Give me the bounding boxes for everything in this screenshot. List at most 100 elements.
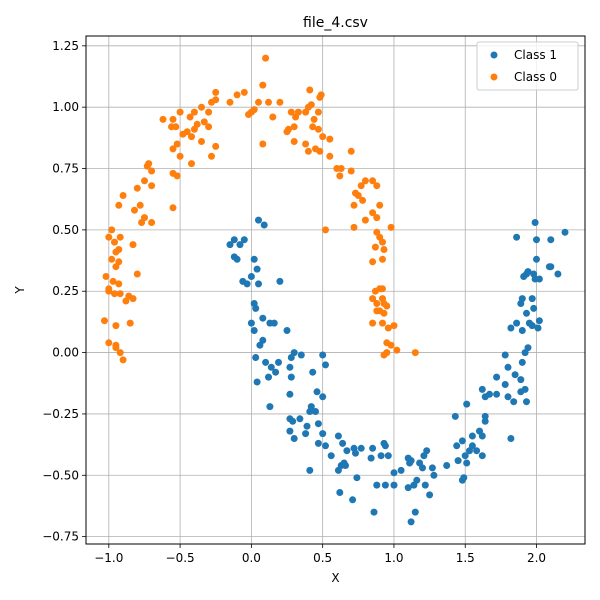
data-point (523, 398, 530, 406)
data-point (276, 98, 284, 106)
data-point (513, 319, 521, 327)
data-point (334, 432, 342, 440)
data-point (267, 363, 275, 371)
data-point (458, 437, 466, 445)
data-point (523, 309, 530, 317)
axis-ticks: −1.0 −0.5 0.0 0.5 1.0 1.5 2.0 −0.75 −0.50 −0.25 0.… (42, 39, 546, 565)
x-tick-label: 0.0 (242, 551, 261, 565)
y-tick-label: 0.25 (52, 284, 79, 298)
data-point (371, 243, 379, 251)
data-point (296, 415, 304, 423)
data-point (233, 91, 241, 99)
data-point (105, 287, 113, 295)
data-point (322, 226, 329, 234)
data-point (463, 400, 471, 408)
data-point (259, 314, 267, 322)
data-point (510, 398, 518, 406)
data-points (101, 54, 569, 526)
data-point (148, 219, 156, 226)
data-point (419, 464, 426, 472)
data-point (250, 327, 258, 334)
data-point (286, 390, 294, 398)
data-point (339, 439, 347, 447)
data-point (173, 172, 181, 180)
data-point (198, 138, 205, 145)
data-point (272, 368, 280, 376)
data-point (193, 120, 201, 128)
data-point (289, 417, 297, 425)
data-point (112, 322, 120, 330)
data-point (319, 430, 327, 438)
x-tick-label: −1.0 (94, 551, 123, 565)
data-point (266, 403, 274, 411)
data-point (148, 182, 156, 190)
data-point (314, 125, 322, 133)
data-point (478, 452, 486, 460)
data-point (369, 295, 377, 303)
x-tick-label: 1.5 (456, 551, 475, 565)
y-tick-label: 0.75 (52, 162, 79, 176)
data-point (319, 133, 327, 141)
data-point (390, 322, 398, 330)
data-point (233, 255, 241, 263)
data-point (269, 113, 277, 121)
data-point (101, 317, 108, 325)
data-point (133, 184, 141, 192)
data-point (313, 388, 321, 396)
chart-title: file_4.csv (303, 15, 368, 31)
data-point (383, 302, 391, 310)
data-point (428, 464, 436, 472)
data-point (297, 351, 305, 359)
data-point (478, 385, 486, 393)
data-point (377, 452, 385, 460)
data-point (306, 466, 314, 474)
data-point (369, 444, 377, 452)
data-point (481, 417, 489, 425)
data-point (334, 466, 342, 474)
data-point (393, 346, 401, 354)
data-point (421, 481, 429, 489)
data-point (493, 373, 501, 381)
data-point (230, 236, 238, 244)
legend-label: Class 1 (514, 48, 557, 62)
data-point (379, 255, 386, 263)
data-point (302, 430, 310, 438)
data-point (404, 484, 412, 492)
data-point (376, 201, 384, 209)
series-0 (226, 216, 569, 526)
data-point (458, 476, 466, 484)
data-point (350, 201, 358, 209)
data-point (524, 344, 532, 352)
data-point (252, 304, 260, 312)
data-point (262, 358, 270, 366)
data-point (138, 219, 146, 226)
data-point (486, 390, 493, 398)
data-point (387, 341, 395, 349)
data-point (373, 481, 381, 489)
data-point (131, 206, 138, 214)
plot-area-frame (85, 35, 586, 545)
y-axis-label: Y (13, 286, 27, 295)
data-point (533, 236, 540, 244)
y-tick-label: 0.00 (52, 346, 79, 360)
data-point (530, 270, 538, 278)
data-point (517, 376, 525, 384)
data-point (287, 354, 295, 361)
data-point (200, 118, 208, 126)
data-point (141, 177, 148, 185)
data-point (504, 393, 512, 401)
data-point (208, 152, 215, 160)
data-point (303, 422, 311, 430)
data-point (384, 324, 392, 332)
data-point (406, 459, 414, 467)
data-point (312, 408, 319, 415)
data-point (116, 233, 124, 241)
data-point (169, 115, 177, 123)
data-point (370, 508, 378, 516)
data-point (410, 481, 418, 489)
data-point (380, 246, 388, 253)
data-point (454, 457, 462, 465)
data-point (236, 241, 244, 249)
legend: Class 1 Class 0 (476, 41, 579, 91)
